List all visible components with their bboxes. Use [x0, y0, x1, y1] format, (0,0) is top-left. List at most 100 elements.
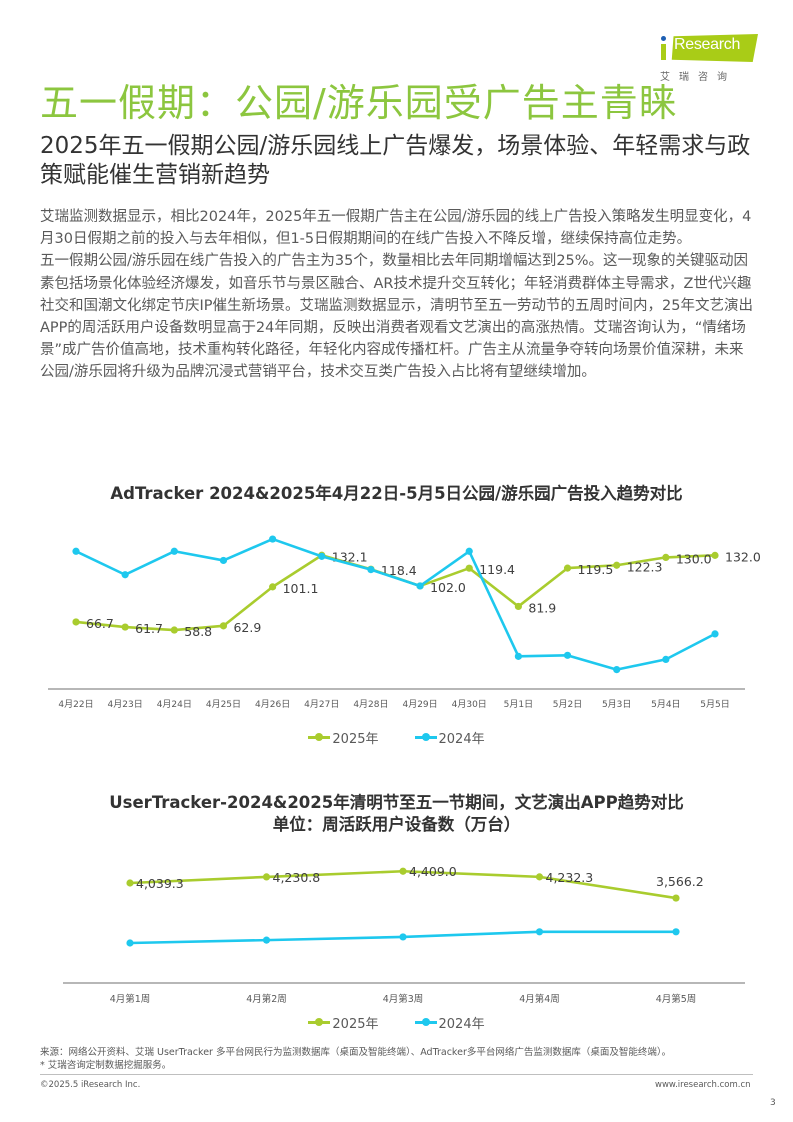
- data-point: [563, 651, 572, 659]
- chart2-title: UserTracker-2024&2025年清明节至五一节期间，文艺演出APP趋…: [0, 792, 793, 836]
- data-point: [672, 894, 680, 902]
- x-tick-label: 4月第5周: [656, 993, 697, 1005]
- legend-line-blue-icon: [414, 733, 437, 741]
- data-point: [672, 928, 680, 936]
- source-text: 来源：网络公开资料、艾瑞 UserTracker 多平台网民行为监测数据库（桌面…: [40, 1047, 672, 1058]
- data-label: 122.3: [627, 559, 663, 574]
- data-point: [126, 939, 134, 947]
- logo-i-mark-icon: [660, 36, 667, 60]
- data-point: [269, 583, 277, 591]
- data-label: 118.4: [381, 563, 417, 578]
- data-label: 132.0: [725, 549, 761, 564]
- x-tick-label: 4月23日: [108, 699, 143, 710]
- data-point: [318, 552, 326, 560]
- data-point: [514, 602, 522, 611]
- x-tick-label: 4月26日: [255, 699, 290, 710]
- data-point: [219, 622, 228, 630]
- footer-divider: [40, 1074, 753, 1075]
- data-point: [269, 535, 277, 543]
- data-point: [465, 547, 473, 555]
- data-label: 81.9: [528, 600, 556, 615]
- data-label: 4,232.3: [546, 870, 594, 885]
- logo-green-banner: [671, 34, 758, 62]
- data-point: [535, 928, 544, 936]
- body-text: 艾瑞监测数据显示，相比2024年，2025年五一假期广告主在公园/游乐园的线上广…: [40, 206, 755, 384]
- x-tick-label: 4月28日: [353, 699, 388, 710]
- x-tick-label: 4月25日: [206, 699, 241, 710]
- chart2-plot: 4月第1周 4月第2周 4月第3周 4月第4周 4月第5周 4,039.3 4,230.8 4…: [63, 864, 745, 1005]
- logo-subtitle: 艾瑞咨询: [660, 72, 736, 83]
- chart2-title-line1: UserTracker-2024&2025年清明节至五一节期间，文艺演出APP趋…: [109, 793, 684, 812]
- data-point: [711, 551, 719, 559]
- data-point: [465, 564, 473, 572]
- data-label: 102.0: [430, 580, 466, 595]
- data-point: [613, 561, 621, 569]
- data-label: 119.4: [479, 562, 515, 577]
- x-tick-label: 4月第3周: [383, 993, 424, 1005]
- legend-item-2025: 2025年: [308, 728, 379, 747]
- data-point: [662, 553, 670, 562]
- data-label: 58.8: [184, 624, 212, 639]
- paragraph-2: 五一假期公园/游乐园在线广告投入的广告主为35个，数量相比去年同期增幅达到25%…: [40, 253, 753, 381]
- page-subtitle: 2025年五一假期公园/游乐园线上广告爆发，场景体验、年轻需求与政策赋能催生营销…: [40, 133, 751, 188]
- chart2-legend: 2025年 2024年: [0, 1013, 793, 1032]
- legend-line-green-icon: [308, 1018, 331, 1026]
- data-label: 66.7: [86, 616, 114, 631]
- chart2-title-line2: 单位：周活跃用户设备数（万台）: [272, 815, 521, 834]
- data-label: 3,566.2: [656, 874, 704, 889]
- x-tick-label: 5月4日: [651, 699, 680, 710]
- logo-text: Research: [674, 36, 741, 53]
- page-title: 五一假期：公园/游乐园受广告主青睐: [40, 81, 678, 125]
- chart1-plot: 4月22日 4月23日 4月24日 4月25日 4月26日 4月27日 4月28日 4月29日…: [48, 535, 761, 710]
- data-point: [170, 547, 178, 555]
- source-note: 来源：网络公开资料、艾瑞 UserTracker 多平台网民行为监测数据库（桌面…: [40, 1046, 770, 1072]
- data-point: [399, 867, 407, 875]
- chart1-legend: 2025年 2024年: [0, 728, 793, 747]
- data-point: [613, 666, 621, 674]
- x-tick-label: 4月第1周: [110, 993, 151, 1005]
- data-point: [535, 873, 544, 881]
- x-tick-label: 5月2日: [553, 699, 582, 710]
- data-point: [367, 566, 375, 574]
- x-tick-label: 4月22日: [58, 699, 93, 710]
- page-number: 3: [770, 1098, 776, 1108]
- iresearch-logo: Research: [660, 30, 760, 66]
- data-point: [72, 547, 80, 555]
- data-label: 61.7: [135, 621, 163, 636]
- data-label: 4,039.3: [136, 876, 184, 891]
- data-label: 62.9: [233, 620, 261, 635]
- data-label: 130.0: [676, 551, 712, 566]
- x-tick-label: 5月1日: [504, 699, 533, 710]
- series-line: [129, 869, 677, 900]
- chart1-title: AdTracker 2024&2025年4月22日-5月5日公园/游乐园广告投入…: [110, 484, 683, 503]
- data-point: [72, 618, 80, 626]
- data-point: [170, 626, 178, 634]
- data-label: 4,409.0: [409, 864, 457, 879]
- website-link[interactable]: www.iresearch.com.cn: [655, 1080, 751, 1090]
- data-label: 119.5: [578, 562, 614, 577]
- data-point: [126, 879, 134, 887]
- data-point: [262, 936, 271, 944]
- x-tick-label: 4月30日: [452, 699, 487, 710]
- data-point: [563, 564, 572, 572]
- legend-line-blue-icon: [414, 1018, 437, 1026]
- data-point: [262, 873, 271, 881]
- legend-item-2024: 2024年: [414, 1013, 485, 1032]
- x-tick-label: 4月第2周: [246, 993, 287, 1005]
- data-label: 4,230.8: [273, 870, 321, 885]
- x-tick-label: 5月5日: [700, 699, 729, 710]
- data-point: [219, 556, 228, 565]
- data-point: [662, 655, 670, 664]
- x-tick-label: 4月27日: [304, 699, 339, 710]
- data-point: [121, 623, 129, 631]
- x-tick-label: 4月29日: [402, 699, 437, 710]
- copyright: ©2025.5 iResearch Inc.: [40, 1080, 141, 1090]
- data-point: [711, 630, 719, 638]
- data-point: [399, 933, 407, 941]
- series-line: [75, 537, 716, 671]
- paragraph-1: 艾瑞监测数据显示，相比2024年，2025年五一假期广告主在公园/游乐园的线上广…: [40, 209, 752, 248]
- legend-item-2024: 2024年: [414, 728, 485, 747]
- footnote-text: * 艾瑞咨询定制数据挖掘服务。: [40, 1060, 172, 1071]
- data-label: 101.1: [283, 581, 319, 596]
- data-point: [121, 571, 129, 579]
